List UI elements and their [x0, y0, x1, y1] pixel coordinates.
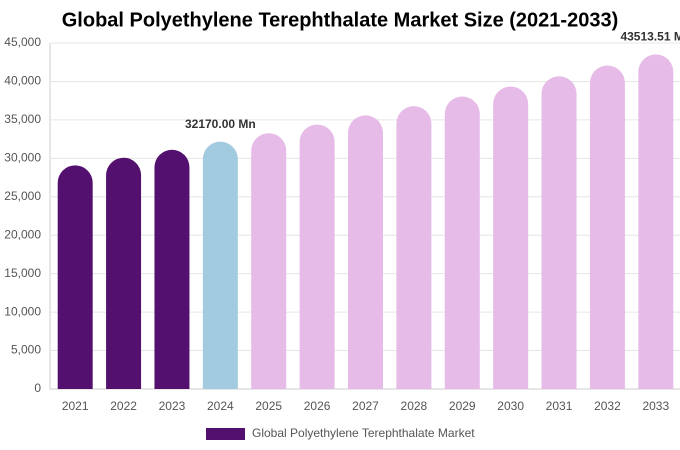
- chart-title: Global Polyethylene Terephthalate Market…: [62, 9, 619, 31]
- y-tick-label: 25,000: [4, 189, 41, 203]
- bar: [299, 124, 335, 390]
- x-tick-label: 2023: [159, 399, 186, 413]
- x-tick-label: 2021: [62, 399, 89, 413]
- x-tick-label: 2022: [110, 399, 137, 413]
- legend-swatch: [206, 428, 245, 440]
- x-tick-label: 2025: [255, 399, 282, 413]
- y-tick-label: 10,000: [4, 304, 41, 318]
- y-tick-label: 40,000: [4, 74, 41, 88]
- bar: [57, 165, 93, 389]
- x-tick-label: 2024: [207, 399, 234, 413]
- y-tick-label: 20,000: [4, 227, 41, 241]
- x-tick-label: 2029: [449, 399, 476, 413]
- bar: [444, 96, 480, 390]
- x-tick-label: 2030: [497, 399, 524, 413]
- y-tick-label: 15,000: [4, 266, 41, 280]
- x-tick-label: 2026: [304, 399, 331, 413]
- bar: [396, 106, 432, 389]
- y-tick-label: 0: [34, 381, 41, 395]
- x-tick-label: 2031: [546, 399, 573, 413]
- bar: [251, 133, 287, 389]
- bar: [154, 149, 190, 389]
- y-tick-label: 35,000: [4, 112, 41, 126]
- bar: [493, 86, 529, 389]
- y-tick-label: 5,000: [11, 343, 41, 357]
- bar: [589, 65, 625, 389]
- value-label: 32170.00 Mn: [185, 117, 256, 131]
- bar: [638, 54, 674, 390]
- bar: [202, 141, 238, 389]
- x-tick-label: 2027: [352, 399, 379, 413]
- x-tick-label: 2032: [594, 399, 621, 413]
- x-tick-label: 2033: [642, 399, 669, 413]
- bar: [106, 157, 142, 389]
- legend-label: Global Polyethylene Terephthalate Market: [252, 426, 475, 440]
- bar: [348, 115, 383, 390]
- y-tick-label: 45,000: [4, 35, 41, 49]
- value-label: 43513.51 Mn: [620, 30, 680, 44]
- y-tick-label: 30,000: [4, 151, 41, 165]
- bar: [541, 76, 577, 389]
- x-tick-label: 2028: [401, 399, 428, 413]
